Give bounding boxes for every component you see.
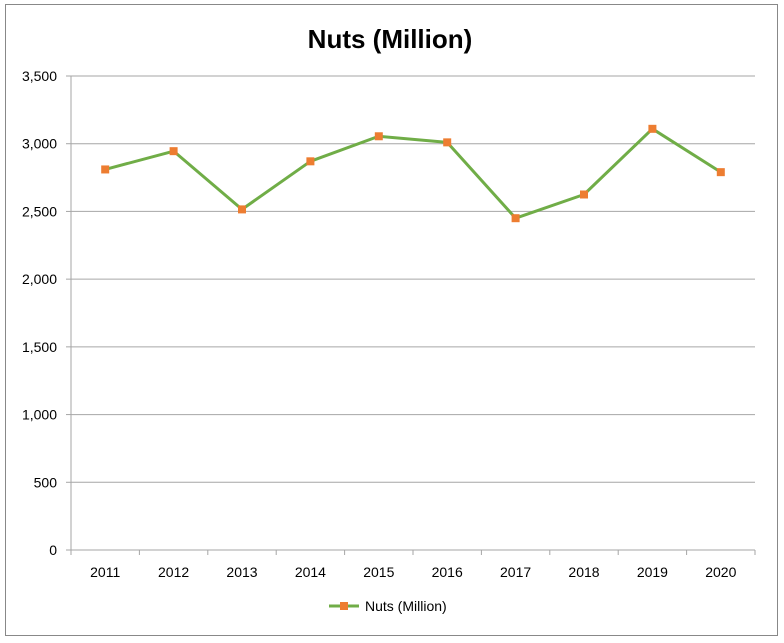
data-point-marker — [511, 214, 520, 223]
data-point-marker — [716, 168, 725, 177]
data-point-marker — [169, 147, 178, 156]
legend-marker-swatch — [340, 602, 348, 610]
x-tick-label: 2011 — [90, 564, 120, 580]
data-point-marker — [238, 205, 246, 214]
chart-border — [5, 4, 778, 636]
y-tick-label: 1,000 — [22, 407, 57, 423]
axes: 0 500 1,000 1,500 2,000 2,500 3,000 3,500 2011 20… — [22, 68, 756, 580]
series-line — [104, 127, 722, 220]
x-tick-label: 2012 — [158, 564, 189, 580]
legend: Nuts (Million) — [329, 598, 447, 614]
series-layer — [101, 124, 725, 223]
x-tick-label: 2016 — [432, 564, 463, 580]
y-tick-label: 1,500 — [22, 339, 57, 355]
data-point-marker — [374, 132, 383, 141]
y-tick-label: 2,000 — [22, 271, 57, 287]
x-tick-label: 2013 — [226, 564, 257, 580]
data-point-marker — [443, 138, 452, 147]
y-tick-label: 2,500 — [22, 203, 57, 219]
data-point-marker — [306, 157, 315, 166]
x-tick-label: 2019 — [637, 564, 668, 580]
x-tick-label: 2015 — [363, 564, 394, 580]
gridlines — [71, 75, 755, 483]
chart-title: Nuts (Million) — [308, 24, 473, 54]
x-tick-label: 2018 — [568, 564, 599, 580]
data-point-marker — [648, 124, 657, 133]
legend-label: Nuts (Million) — [365, 598, 447, 614]
y-tick-label: 0 — [49, 542, 57, 558]
y-tick-label: 3,000 — [22, 136, 57, 152]
x-tick-label: 2020 — [705, 564, 736, 580]
data-point-marker — [580, 190, 588, 199]
x-tick-label: 2017 — [500, 564, 531, 580]
y-tick-label: 3,500 — [22, 68, 57, 84]
data-point-marker — [101, 165, 110, 174]
x-tick-label: 2014 — [295, 564, 326, 580]
y-tick-label: 500 — [34, 474, 58, 490]
